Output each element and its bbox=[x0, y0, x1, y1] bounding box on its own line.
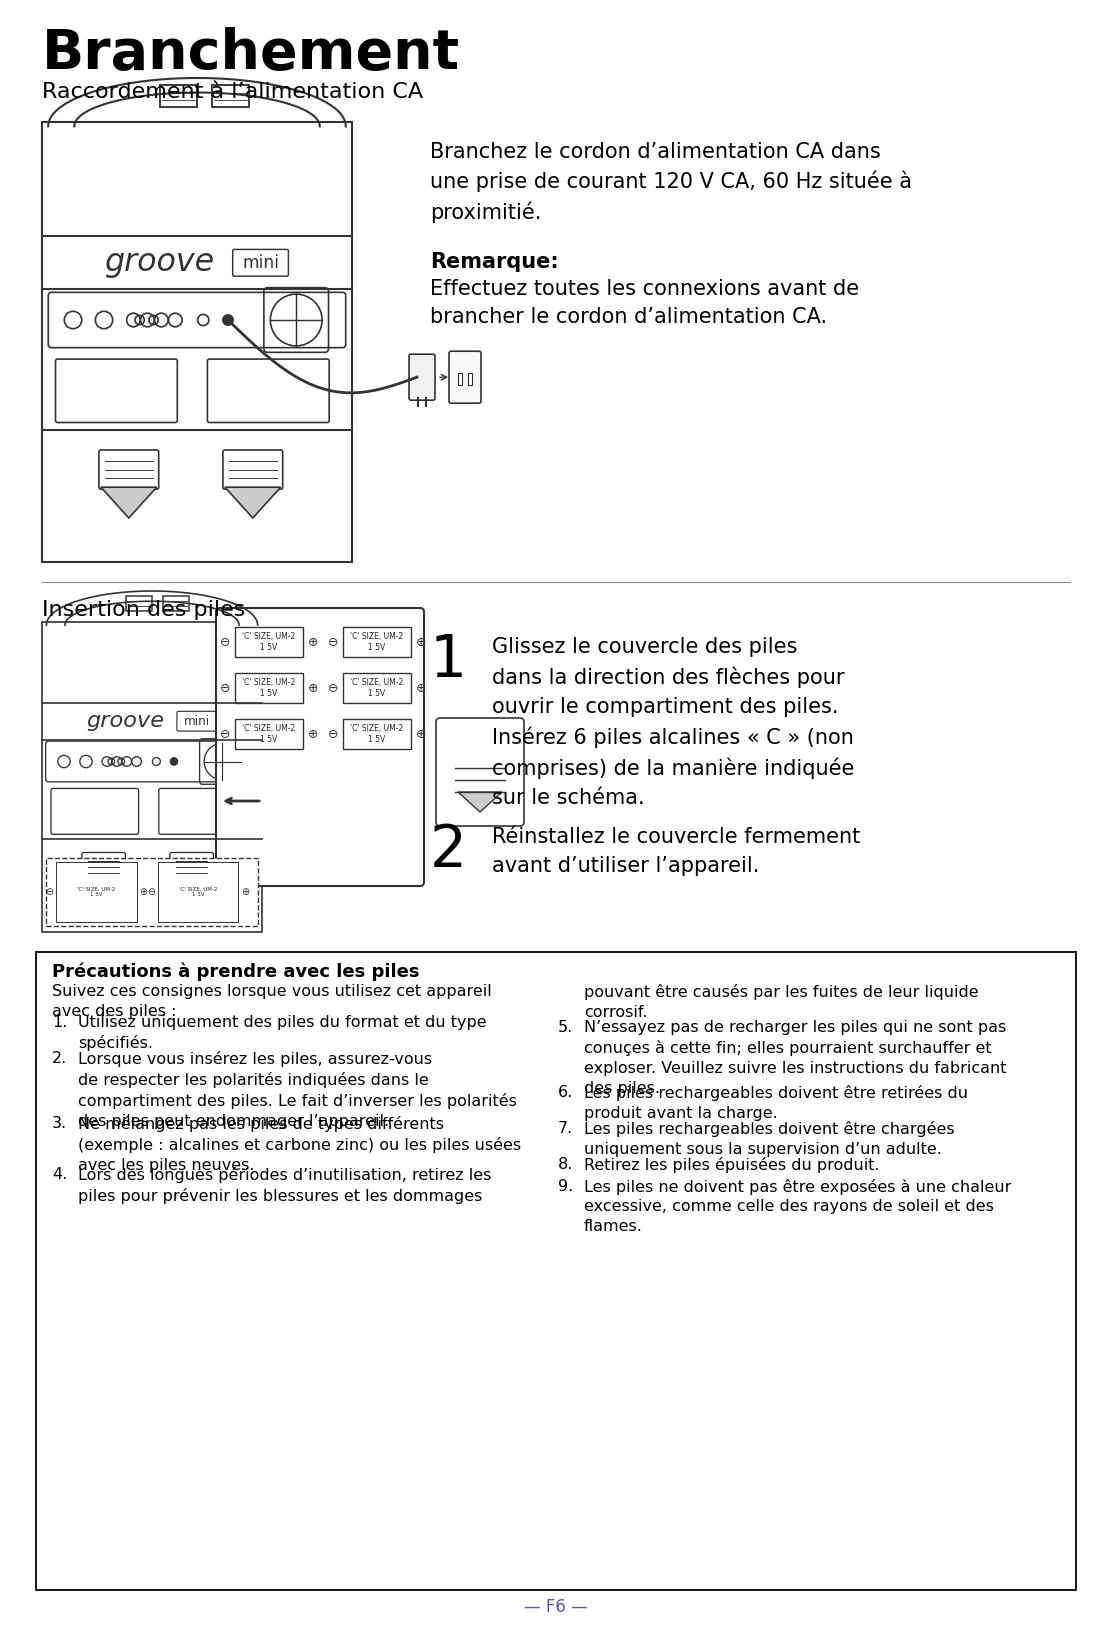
Text: 4.: 4. bbox=[52, 1166, 67, 1182]
Text: groove: groove bbox=[87, 711, 165, 731]
Text: 1: 1 bbox=[430, 632, 467, 690]
Text: Réinstallez le couvercle fermement
avant d’utiliser l’appareil.: Réinstallez le couvercle fermement avant… bbox=[492, 828, 861, 875]
Text: Glissez le couvercle des piles
dans la direction des flèches pour
ouvrir le comp: Glissez le couvercle des piles dans la d… bbox=[492, 637, 854, 808]
Text: ⊕: ⊕ bbox=[416, 635, 426, 649]
Bar bbox=[342, 719, 411, 749]
Circle shape bbox=[222, 314, 234, 325]
Text: ⊖: ⊖ bbox=[328, 635, 338, 649]
Text: Branchement: Branchement bbox=[42, 26, 460, 80]
FancyBboxPatch shape bbox=[436, 718, 524, 826]
Text: 7.: 7. bbox=[558, 1121, 574, 1136]
Text: Insertion des piles: Insertion des piles bbox=[42, 599, 246, 621]
Text: Suivez ces consignes lorsque vous utilisez cet appareil
avec des piles :: Suivez ces consignes lorsque vous utilis… bbox=[52, 984, 492, 1018]
Text: Remarque:: Remarque: bbox=[430, 251, 558, 273]
Bar bbox=[126, 596, 152, 611]
Text: ⊖: ⊖ bbox=[220, 727, 230, 741]
FancyBboxPatch shape bbox=[409, 355, 435, 401]
Text: ⊕: ⊕ bbox=[308, 681, 318, 695]
Text: 'C' SIZE, UM-2
1 5V: 'C' SIZE, UM-2 1 5V bbox=[78, 887, 116, 897]
Text: ⊖: ⊖ bbox=[220, 681, 230, 695]
Bar bbox=[212, 85, 249, 107]
Polygon shape bbox=[83, 880, 123, 901]
Bar bbox=[47, 857, 258, 926]
Polygon shape bbox=[458, 791, 502, 813]
Text: 2: 2 bbox=[430, 823, 467, 878]
Text: ⊖: ⊖ bbox=[328, 681, 338, 695]
Bar bbox=[235, 673, 302, 703]
Text: 9.: 9. bbox=[558, 1179, 574, 1194]
Text: 5.: 5. bbox=[558, 1020, 574, 1034]
Text: Effectuez toutes les connexions avant de
brancher le cordon d’alimentation CA.: Effectuez toutes les connexions avant de… bbox=[430, 279, 860, 327]
Text: ⊕: ⊕ bbox=[308, 727, 318, 741]
Text: N’essayez pas de recharger les piles qui ne sont pas
conuçes à cette fin; elles : N’essayez pas de recharger les piles qui… bbox=[584, 1020, 1006, 1095]
Bar bbox=[160, 85, 197, 107]
Polygon shape bbox=[171, 880, 211, 901]
Text: ⊕: ⊕ bbox=[416, 727, 426, 741]
Text: 8.: 8. bbox=[558, 1158, 574, 1172]
Text: 1.: 1. bbox=[52, 1015, 68, 1030]
Text: ⊖: ⊖ bbox=[328, 727, 338, 741]
Text: Ne mélangez pas les piles de types différents
(exemple : alcalines et carbone zi: Ne mélangez pas les piles de types diffé… bbox=[78, 1117, 522, 1172]
Text: Lors des longues périodes d’inutilisation, retirez les
piles pour prévenir les b: Lors des longues périodes d’inutilisatio… bbox=[78, 1166, 492, 1204]
Text: Les piles rechargeables doivent être retirées du
produit avant la charge.: Les piles rechargeables doivent être ret… bbox=[584, 1085, 969, 1121]
Text: ⊕: ⊕ bbox=[416, 681, 426, 695]
Text: Précautions à prendre avec les piles: Précautions à prendre avec les piles bbox=[52, 962, 419, 980]
FancyBboxPatch shape bbox=[216, 608, 424, 887]
Bar bbox=[235, 627, 302, 657]
Text: 'C' SIZE, UM-2
1 5V: 'C' SIZE, UM-2 1 5V bbox=[242, 678, 296, 698]
Text: 3.: 3. bbox=[52, 1117, 67, 1131]
Bar bbox=[57, 862, 137, 921]
Polygon shape bbox=[101, 488, 157, 517]
Bar bbox=[36, 952, 1076, 1589]
Bar bbox=[468, 373, 471, 386]
Text: Lorsque vous insérez les piles, assurez-vous
de respecter les polarités indiquée: Lorsque vous insérez les piles, assurez-… bbox=[78, 1051, 517, 1130]
Text: groove: groove bbox=[105, 248, 215, 277]
Text: 'C' SIZE, UM-2
1 5V: 'C' SIZE, UM-2 1 5V bbox=[242, 632, 296, 652]
Text: Branchez le cordon d’alimentation CA dans
une prise de courant 120 V CA, 60 Hz s: Branchez le cordon d’alimentation CA dan… bbox=[430, 141, 912, 223]
Text: 'C' SIZE, UM-2
1 5V: 'C' SIZE, UM-2 1 5V bbox=[350, 724, 404, 744]
Text: 6.: 6. bbox=[558, 1085, 574, 1100]
Text: ⊖: ⊖ bbox=[147, 887, 155, 897]
Text: Utilisez uniquement des piles du format et du type
spécifiés.: Utilisez uniquement des piles du format … bbox=[78, 1015, 487, 1051]
Text: mini: mini bbox=[185, 714, 210, 727]
Text: ⊕: ⊕ bbox=[241, 887, 249, 897]
Text: 'C' SIZE, UM-2
1 5V: 'C' SIZE, UM-2 1 5V bbox=[350, 632, 404, 652]
Text: ⊕: ⊕ bbox=[308, 635, 318, 649]
Text: 'C' SIZE, UM-2
1 5V: 'C' SIZE, UM-2 1 5V bbox=[350, 678, 404, 698]
Bar bbox=[458, 373, 461, 386]
Text: — F6 —: — F6 — bbox=[524, 1598, 588, 1616]
Text: ⊕: ⊕ bbox=[140, 887, 148, 897]
Text: mini: mini bbox=[242, 255, 279, 273]
Text: 'C' SIZE, UM-2
1 5V: 'C' SIZE, UM-2 1 5V bbox=[242, 724, 296, 744]
Bar bbox=[158, 862, 238, 921]
Text: Les piles rechargeables doivent être chargées
uniquement sous la supervision d’u: Les piles rechargeables doivent être cha… bbox=[584, 1121, 954, 1158]
Text: pouvant être causés par les fuites de leur liquide
corrosif.: pouvant être causés par les fuites de le… bbox=[584, 984, 979, 1020]
Text: Raccordement à l’alimentation CA: Raccordement à l’alimentation CA bbox=[42, 82, 424, 102]
Text: Retirez les piles épuisées du produit.: Retirez les piles épuisées du produit. bbox=[584, 1158, 880, 1172]
Text: 'C' SIZE, UM-2
1 5V: 'C' SIZE, UM-2 1 5V bbox=[179, 887, 217, 897]
Bar bbox=[342, 673, 411, 703]
Text: ⊖: ⊖ bbox=[220, 635, 230, 649]
Bar bbox=[235, 719, 302, 749]
Bar bbox=[162, 596, 189, 611]
Text: ⊖: ⊖ bbox=[46, 887, 53, 897]
Circle shape bbox=[170, 757, 178, 765]
Text: 2.: 2. bbox=[52, 1051, 67, 1066]
Polygon shape bbox=[225, 488, 280, 517]
Text: Les piles ne doivent pas être exposées à une chaleur
excessive, comme celle des : Les piles ne doivent pas être exposées à… bbox=[584, 1179, 1012, 1235]
Bar bbox=[342, 627, 411, 657]
FancyBboxPatch shape bbox=[449, 351, 481, 404]
